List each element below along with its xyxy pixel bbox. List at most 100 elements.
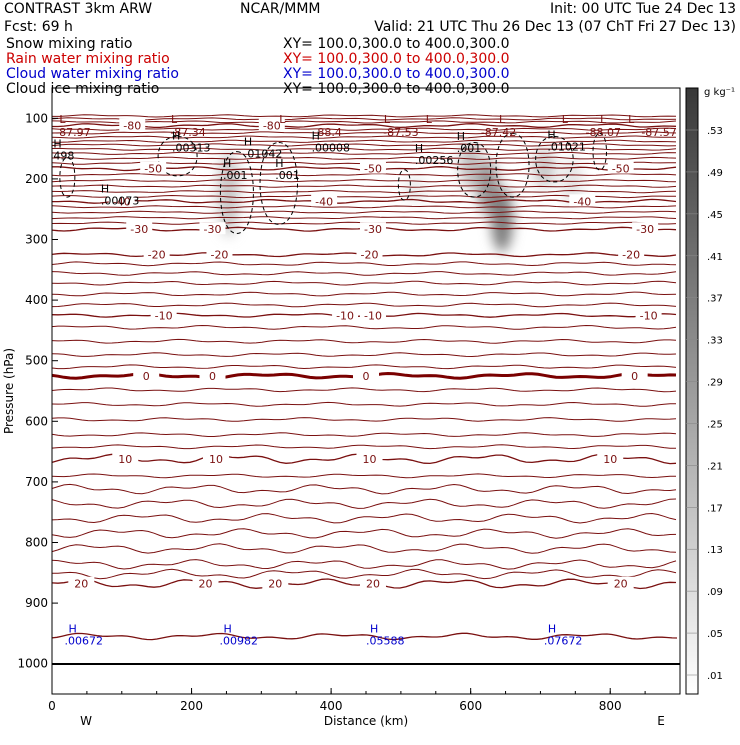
mid-isotherm-20 xyxy=(51,559,677,570)
high-marker: H xyxy=(244,136,252,149)
isotherm-label-bg xyxy=(618,247,645,260)
upper-isotherm-5 xyxy=(51,135,677,139)
isotherm-label-bg xyxy=(126,222,153,235)
isotherm-label-bg xyxy=(199,368,226,381)
colorbar-label: .53 xyxy=(707,126,723,137)
isotherm-label: -10 xyxy=(640,309,658,322)
colorbar-label: .49 xyxy=(707,168,723,179)
isotherm-label-bg xyxy=(192,576,219,589)
isotherm-label-bg xyxy=(359,308,386,321)
upper-isotherm-9 xyxy=(51,151,677,156)
isotherm-label-bg xyxy=(199,222,226,235)
isotherm-label: -20 xyxy=(622,249,640,262)
high-marker: H xyxy=(223,623,231,636)
mid-isotherm-7 xyxy=(51,352,677,358)
snow-max-label: 498 xyxy=(53,150,74,163)
contour-labels: -80 -80-50 -50 -50-40 -40 -40-30 -30 -30 -30-20-… xyxy=(53,113,676,648)
snow-max-label: .01042 xyxy=(244,148,283,161)
mid-isotherm-0 xyxy=(51,261,677,267)
mid-isotherm-6 xyxy=(51,338,677,344)
high-marker: H xyxy=(223,157,231,170)
colorbar-label: .13 xyxy=(707,545,723,556)
isotherm-label: -10 xyxy=(364,309,382,322)
colorbar-label: .41 xyxy=(707,252,723,263)
high-marker: H xyxy=(172,130,180,143)
x-tick-label: 600 xyxy=(459,699,482,713)
isotherm-label: -30 xyxy=(636,223,654,236)
colorbar-label: .29 xyxy=(707,378,723,389)
low-marker: L xyxy=(426,113,433,126)
isotherm-label-bg xyxy=(359,161,386,174)
high-marker: H xyxy=(547,128,555,141)
isotherm-label-bg xyxy=(143,247,170,260)
mid-isotherm-1 xyxy=(51,271,677,276)
x-tick-label: 200 xyxy=(180,699,203,713)
colorbar-unit: g kg⁻¹ xyxy=(704,87,735,98)
tropopause-value: -87.42 xyxy=(481,126,516,139)
ice-contour-4 xyxy=(397,169,411,201)
isotherm-label-bg xyxy=(108,194,135,207)
ice-contour-8 xyxy=(592,132,608,171)
snow-max-label: .00073 xyxy=(101,194,140,207)
colorbar-label: .01 xyxy=(707,671,723,682)
x-tick-label: 0 xyxy=(48,699,56,713)
isotherm-label: -10 xyxy=(336,309,354,322)
upper-isotherm-6 xyxy=(51,139,677,143)
field-name-cloud-water: Cloud water mixing ratio xyxy=(6,66,179,82)
low-marker: L xyxy=(562,113,569,126)
colorbar-label: .25 xyxy=(707,419,723,430)
cloud-water-contour xyxy=(51,632,678,641)
isotherm-label: -50 xyxy=(144,163,162,176)
mid-isotherm-2 xyxy=(51,280,677,286)
isotherm-label: -30 xyxy=(204,223,222,236)
isotherm-label: -10 xyxy=(155,309,173,322)
upper-isotherm-8 xyxy=(51,147,677,151)
tropopause-value: -88.07 xyxy=(586,126,621,139)
west-label: W xyxy=(80,714,92,728)
isotherm-label-bg xyxy=(356,451,383,464)
ice-contour-5 xyxy=(457,142,492,198)
tropopause-value: -87.34 xyxy=(170,126,205,139)
isotherm-label-bg xyxy=(258,118,285,131)
isotherm-label-bg xyxy=(353,368,379,381)
low-marker: L xyxy=(499,113,506,126)
isotherm-label: 10 xyxy=(603,453,617,466)
upper-isotherm-14 xyxy=(51,184,677,188)
snow-shading-5 xyxy=(532,148,555,188)
low-marker: L xyxy=(171,113,178,126)
upper-isotherm-2 xyxy=(51,120,677,124)
high-marker: H xyxy=(53,138,61,151)
isotherm-label-bg xyxy=(206,247,233,260)
high-marker: H xyxy=(69,623,77,636)
snow-shading-6 xyxy=(560,157,583,207)
x-tick-label: 400 xyxy=(320,699,343,713)
axes: 0 200 400 600 800100200300400500600700800900… xyxy=(17,111,681,713)
field-xy-snow: XY= 100.0,300.0 to 400.0,300.0 xyxy=(283,36,510,52)
isotherm-label-bg xyxy=(569,194,596,207)
snow-max-label: .001 xyxy=(275,169,300,182)
mid-isotherm-16 xyxy=(51,498,677,509)
isotherm-label: 20 xyxy=(199,578,213,591)
colorbar-label: .09 xyxy=(707,587,723,598)
cloud-water-max-label: .07672 xyxy=(544,635,583,648)
ice-contour-7 xyxy=(535,135,574,183)
colorbar-label: .17 xyxy=(707,503,723,514)
isotherm-label-bg xyxy=(359,222,386,235)
isotherm-label-bg xyxy=(607,161,634,174)
high-marker: H xyxy=(101,182,109,195)
upper-isotherm-1 xyxy=(51,117,677,121)
isotherm-label: 10 xyxy=(362,453,376,466)
field-name-snow: Snow mixing ratio xyxy=(6,36,132,52)
east-label: E xyxy=(657,714,665,728)
y-tick-label: 900 xyxy=(25,596,48,610)
isotherm-label: -20 xyxy=(210,249,228,262)
upper-isotherm-4 xyxy=(51,131,677,135)
upper-isotherm-19 xyxy=(51,216,677,220)
isotherm-label: 0 xyxy=(143,370,150,383)
isotherm-label: 0 xyxy=(631,370,638,383)
mid-isotherm-12 xyxy=(51,432,677,437)
colorbar-label: .05 xyxy=(707,629,723,640)
isotherm-label: -40 xyxy=(573,195,591,208)
isotherm-label: 0 xyxy=(209,370,216,383)
colorbar-label: .37 xyxy=(707,294,723,305)
